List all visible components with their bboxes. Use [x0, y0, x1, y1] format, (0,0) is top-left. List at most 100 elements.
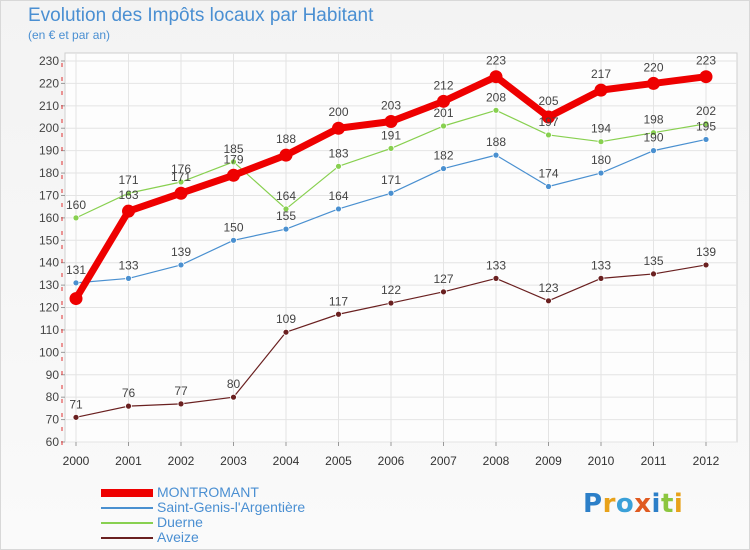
x-tick-label: 2004 — [273, 454, 300, 468]
y-tick-label: 230 — [39, 54, 59, 68]
data-point — [597, 138, 605, 146]
data-label: 127 — [433, 272, 453, 286]
data-label: 208 — [486, 90, 506, 104]
proxiti-logo: Proxiti — [583, 489, 683, 519]
x-tick-label: 2000 — [63, 454, 90, 468]
x-tick-label: 2011 — [641, 454, 667, 468]
y-tick-label: 70 — [46, 413, 60, 427]
data-label: 223 — [486, 54, 506, 68]
legend-item-montromant: MONTROMANT — [101, 485, 305, 500]
data-label: 139 — [171, 245, 191, 259]
legend-label-duerne: Duerne — [157, 514, 203, 530]
logo-letter: t — [660, 489, 674, 519]
data-label: 150 — [223, 220, 243, 234]
y-tick-label: 140 — [39, 256, 59, 270]
data-label: 185 — [223, 142, 243, 156]
data-point — [492, 106, 500, 114]
data-point — [650, 129, 657, 137]
x-tick-label: 2003 — [220, 454, 247, 468]
data-point — [177, 261, 185, 269]
data-label: 131 — [66, 263, 86, 277]
data-point — [647, 76, 660, 90]
data-label: 202 — [696, 104, 716, 118]
data-point — [227, 168, 240, 182]
data-label: 135 — [643, 254, 663, 268]
data-point — [335, 162, 342, 170]
data-point — [384, 115, 398, 129]
legend-label-aveize: Aveize — [157, 529, 199, 545]
x-tick-label: 2006 — [378, 454, 405, 468]
data-label: 176 — [171, 162, 191, 176]
data-label: 122 — [381, 283, 401, 297]
data-point — [545, 297, 552, 305]
y-tick-label: 90 — [46, 368, 60, 382]
data-point — [332, 121, 345, 135]
data-label: 133 — [118, 258, 138, 272]
data-label: 77 — [174, 384, 188, 398]
data-point — [440, 288, 447, 296]
data-point — [177, 178, 185, 186]
data-point — [702, 261, 710, 269]
data-label: 164 — [328, 189, 348, 203]
data-point — [125, 402, 132, 410]
data-label: 163 — [118, 188, 138, 202]
data-label: 164 — [276, 189, 296, 203]
x-tick-label: 2012 — [693, 454, 720, 468]
x-tick-label: 2009 — [535, 454, 562, 468]
data-point — [387, 189, 395, 197]
data-point — [650, 270, 657, 278]
data-point — [387, 145, 395, 152]
data-point — [702, 136, 710, 143]
data-label: 195 — [696, 119, 716, 133]
data-label: 139 — [696, 245, 716, 259]
data-point — [597, 169, 605, 177]
data-label: 190 — [643, 131, 663, 145]
x-tick-label: 2005 — [325, 454, 352, 468]
x-tick-label: 2007 — [430, 454, 457, 468]
data-point — [122, 204, 135, 218]
data-label: 220 — [643, 60, 663, 74]
data-point — [125, 189, 132, 197]
y-tick-label: 100 — [39, 345, 59, 359]
data-point — [72, 214, 80, 222]
data-point — [545, 183, 552, 190]
chart-subtitle: (en € et par an) — [28, 28, 111, 42]
logo-letter: o — [615, 489, 635, 519]
data-point — [489, 70, 503, 84]
y-tick-label: 220 — [39, 76, 59, 90]
data-point — [594, 83, 608, 97]
data-point — [177, 400, 185, 408]
data-point — [440, 165, 447, 172]
data-point — [699, 70, 713, 84]
data-point — [72, 413, 80, 421]
y-tick-label: 210 — [39, 99, 59, 113]
data-label: 123 — [538, 281, 558, 295]
legend-item-saint-genis: Saint-Genis-l'Argentière — [101, 500, 305, 515]
chart-title: Evolution des Impôts locaux par Habitant — [28, 5, 374, 26]
y-tick-label: 170 — [39, 188, 59, 202]
data-label: 109 — [276, 312, 296, 326]
data-label: 183 — [328, 146, 348, 160]
y-tick-label: 130 — [39, 278, 59, 292]
data-label: 201 — [433, 106, 453, 120]
data-point — [650, 147, 657, 155]
x-tick-label: 2001 — [115, 454, 142, 468]
data-point — [282, 225, 290, 233]
legend: MONTROMANT Saint-Genis-l'Argentière Duer… — [101, 485, 305, 545]
data-label: 191 — [381, 128, 401, 142]
logo-letter: i — [651, 489, 661, 519]
data-point — [335, 310, 342, 318]
legend-swatch-saint-genis — [101, 506, 153, 509]
data-label: 133 — [486, 258, 506, 272]
data-label: 71 — [69, 397, 83, 411]
logo-letter: P — [583, 489, 603, 519]
data-point — [230, 393, 237, 401]
data-label: 171 — [381, 173, 401, 187]
data-point — [230, 236, 237, 244]
data-label: 160 — [66, 198, 86, 212]
data-label: 76 — [122, 386, 136, 400]
x-tick-label: 2008 — [483, 454, 510, 468]
data-label: 179 — [223, 152, 243, 166]
data-point — [545, 131, 552, 139]
